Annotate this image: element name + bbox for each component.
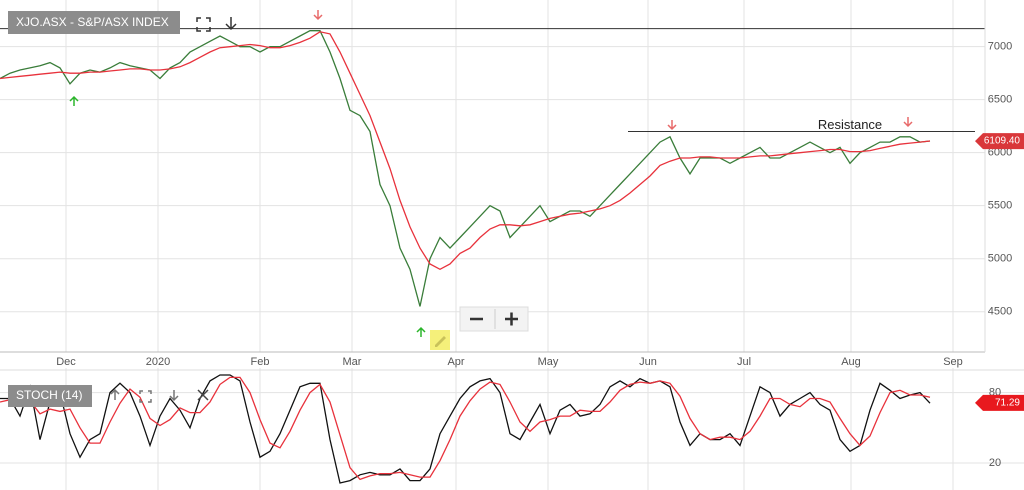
- y-tick-label: 5000: [988, 253, 1012, 265]
- y-tick-label: 20: [989, 457, 1001, 469]
- x-tick-label: Feb: [251, 356, 270, 368]
- y-tick-label: 5500: [988, 200, 1012, 212]
- last-stoch-box: [975, 394, 1024, 411]
- data-layer: [0, 28, 985, 484]
- x-tick-label: Jul: [737, 356, 751, 368]
- y-tick-label: 6000: [988, 147, 1012, 159]
- last-price-label: 6109.40: [984, 136, 1021, 147]
- pencil-icon: [435, 336, 446, 347]
- last-price-box: [975, 133, 1024, 150]
- x-tick-label: Sep: [943, 356, 963, 368]
- series-line: [0, 376, 931, 481]
- toolbar-icons[interactable]: [196, 17, 237, 32]
- signal-arrows: [69, 10, 913, 337]
- stoch-toolbar-icons[interactable]: [110, 388, 209, 403]
- last-stoch-label: 71.29: [995, 397, 1020, 408]
- zoom-controls[interactable]: [459, 306, 529, 332]
- series-line: [0, 31, 931, 271]
- x-tick-label: 2020: [146, 356, 170, 368]
- title-box: [8, 385, 92, 407]
- x-tick-label: Jun: [639, 356, 657, 368]
- x-tick-label: Dec: [56, 356, 76, 368]
- resistance-label: Resistance: [818, 117, 882, 132]
- stoch-title: STOCH (14): [16, 388, 82, 402]
- x-tick-label: Apr: [447, 356, 464, 368]
- title-box: [8, 11, 180, 34]
- y-tick-label: 4500: [988, 306, 1012, 318]
- series-line: [0, 30, 931, 307]
- x-tick-label: May: [538, 356, 559, 368]
- y-tick-label: 7000: [988, 41, 1012, 53]
- x-tick-label: Aug: [841, 356, 861, 368]
- series-line: [0, 374, 931, 484]
- x-tick-label: Mar: [343, 356, 362, 368]
- y-tick-label: 6500: [988, 94, 1012, 106]
- chart-title: XJO.ASX - S&P/ASX INDEX: [16, 15, 169, 29]
